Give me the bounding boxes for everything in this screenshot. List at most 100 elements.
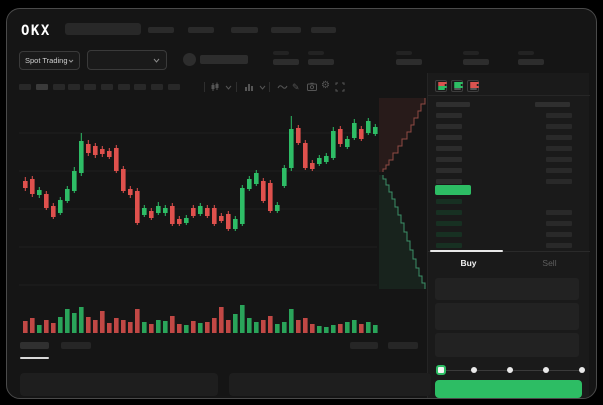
slider-stop[interactable] — [543, 367, 549, 373]
bid-price-placeholder[interactable] — [436, 232, 462, 237]
bottom-tab[interactable] — [61, 342, 91, 349]
toolbar-divider — [204, 82, 205, 92]
bottom-tab-active[interactable] — [20, 342, 49, 349]
bid-size-placeholder[interactable] — [546, 221, 572, 226]
submit-buy-button[interactable] — [435, 380, 582, 398]
stat-value-placeholder — [463, 59, 489, 65]
nav-item-placeholder[interactable] — [311, 27, 336, 33]
camera-icon[interactable] — [307, 82, 317, 91]
orderbook-view-asks-icon[interactable] — [467, 80, 479, 92]
ask-price-placeholder[interactable] — [436, 179, 462, 184]
stat-value-placeholder — [273, 59, 299, 65]
ask-size-placeholder[interactable] — [546, 135, 572, 140]
candlestick-chart — [19, 98, 426, 333]
timeframe-button[interactable] — [36, 84, 48, 90]
slider-handle[interactable] — [436, 365, 446, 375]
fullscreen-icon[interactable] — [335, 82, 345, 92]
ask-size-placeholder[interactable] — [546, 168, 572, 173]
indicator-icon[interactable] — [244, 82, 254, 92]
ask-price-placeholder[interactable] — [436, 157, 462, 162]
ask-price-placeholder[interactable] — [436, 113, 462, 118]
bid-size-placeholder[interactable] — [546, 232, 572, 237]
ask-size-placeholder[interactable] — [546, 179, 572, 184]
chevron-down-icon — [68, 59, 74, 63]
orderbook-view-combined-icon[interactable] — [435, 80, 447, 92]
stat-label-placeholder — [518, 51, 534, 55]
timeframe-button[interactable] — [84, 84, 96, 90]
bottom-panel-placeholder[interactable] — [20, 373, 218, 396]
stat-value-placeholder — [518, 59, 544, 65]
timeframe-button[interactable] — [101, 84, 113, 90]
bid-size-placeholder[interactable] — [546, 243, 572, 248]
bottom-panel-placeholder[interactable] — [229, 373, 431, 396]
market-type-label: Spot Trading — [25, 56, 68, 65]
ask-size-placeholder[interactable] — [546, 113, 572, 118]
app-window: OKX Spot Trading — [6, 8, 597, 399]
timeframe-button[interactable] — [68, 84, 80, 90]
stat-value-placeholder — [308, 59, 334, 65]
stat-label-placeholder — [308, 51, 324, 55]
bottom-action-placeholder[interactable] — [350, 342, 378, 349]
ask-price-placeholder[interactable] — [436, 146, 462, 151]
nav-item-placeholder[interactable] — [271, 27, 301, 33]
bid-size-placeholder[interactable] — [546, 210, 572, 215]
order-book-panel: Buy Sell — [427, 73, 590, 398]
coin-avatar — [183, 53, 196, 66]
stat-value-placeholder — [396, 59, 422, 65]
orderbook-view-bids-icon[interactable] — [451, 80, 463, 92]
last-price-highlight — [435, 185, 471, 195]
bottom-action-placeholder[interactable] — [388, 342, 418, 349]
nav-item-placeholder[interactable] — [148, 27, 174, 33]
nav-item-placeholder[interactable] — [231, 27, 258, 33]
draw-tool-icon[interactable]: ✎ — [292, 82, 300, 92]
timeframe-button[interactable] — [53, 84, 65, 90]
bid-price-placeholder[interactable] — [436, 221, 462, 226]
bid-price-placeholder[interactable] — [436, 199, 462, 204]
price-input[interactable] — [435, 278, 579, 300]
active-tab-indicator — [430, 250, 503, 252]
ask-price-placeholder[interactable] — [436, 168, 462, 173]
stat-label-placeholder — [273, 51, 289, 55]
chevron-down-icon — [153, 58, 160, 63]
ask-size-placeholder[interactable] — [546, 124, 572, 129]
candle-type-icon[interactable] — [210, 82, 220, 92]
ob-header-placeholder — [436, 102, 470, 107]
tab-buy[interactable]: Buy — [460, 258, 477, 268]
ask-price-placeholder[interactable] — [436, 135, 462, 140]
chevron-down-icon[interactable] — [225, 85, 232, 90]
stat-label-placeholder — [396, 51, 412, 55]
timeframe-button[interactable] — [19, 84, 31, 90]
search-input[interactable] — [65, 23, 141, 35]
ask-price-placeholder[interactable] — [436, 124, 462, 129]
ask-size-placeholder[interactable] — [546, 157, 572, 162]
timeframe-button[interactable] — [118, 84, 130, 90]
amount-input[interactable] — [435, 303, 579, 330]
stat-label-placeholder — [463, 51, 479, 55]
ob-header-placeholder — [535, 102, 570, 107]
ask-size-placeholder[interactable] — [546, 146, 572, 151]
chevron-down-icon[interactable] — [259, 85, 266, 90]
timeframe-button[interactable] — [134, 84, 146, 90]
slider-stop[interactable] — [471, 367, 477, 373]
toolbar-divider — [269, 82, 270, 92]
pair-selector[interactable] — [87, 50, 167, 70]
market-type-selector[interactable]: Spot Trading — [19, 51, 80, 70]
pair-name-placeholder — [200, 55, 248, 64]
bid-price-placeholder[interactable] — [436, 210, 462, 215]
bottom-tab-indicator — [20, 357, 49, 359]
bid-price-placeholder[interactable] — [436, 243, 462, 248]
okx-logo: OKX — [21, 23, 51, 39]
slider-stop[interactable] — [507, 367, 513, 373]
total-input[interactable] — [435, 333, 579, 357]
tab-bar-border — [428, 251, 590, 252]
slider-stop[interactable] — [579, 367, 585, 373]
tab-sell[interactable]: Sell — [542, 258, 557, 268]
nav-item-placeholder[interactable] — [188, 27, 214, 33]
timeframe-button[interactable] — [168, 84, 180, 90]
toolbar-divider — [236, 82, 237, 92]
panel-separator — [428, 95, 590, 96]
line-chart-icon[interactable] — [277, 83, 288, 91]
timeframe-button[interactable] — [151, 84, 163, 90]
settings-gear-icon[interactable]: ⚙ — [321, 80, 330, 91]
